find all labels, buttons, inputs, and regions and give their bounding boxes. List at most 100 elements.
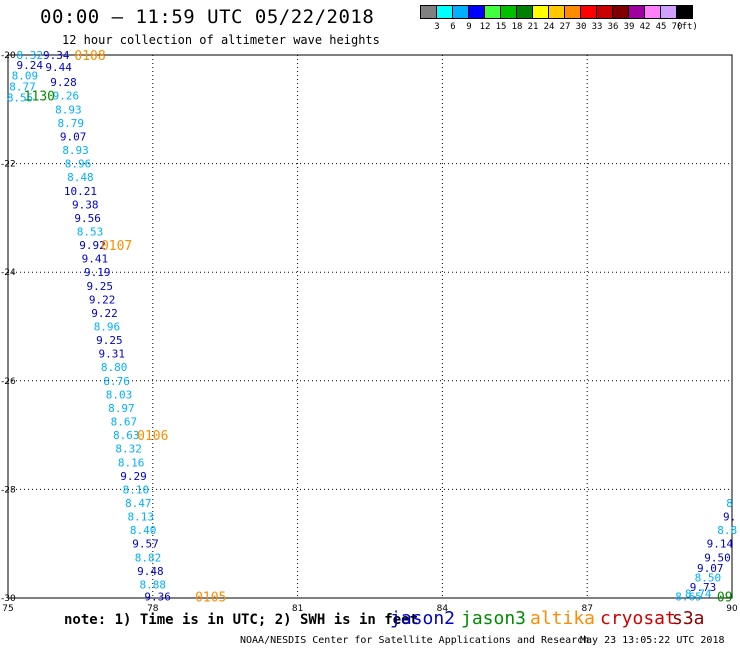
wave-height-label: 8.80 xyxy=(101,361,128,374)
wave-height-label: 9.29 xyxy=(120,470,147,483)
satellite-label-altika: altika xyxy=(530,608,596,629)
wave-height-label: 8.03 xyxy=(106,388,133,401)
plot-frame xyxy=(7,54,733,599)
wave-height-label: 9.73 xyxy=(690,581,717,594)
wave-height-label: 9.31 xyxy=(99,348,126,361)
legend-label: 33 xyxy=(591,22,603,32)
x-tick-label: 78 xyxy=(147,604,159,614)
wave-height-label: 8.79 xyxy=(57,117,84,130)
wave-height-label: 9.24 xyxy=(16,59,43,72)
wave-height-label: 8.32 xyxy=(115,443,142,456)
wave-height-label: 8.77 xyxy=(9,80,36,93)
wave-height-label: 8 xyxy=(726,497,733,510)
wave-height-label: 8.53 xyxy=(77,225,104,238)
wave-height-label: 8.82 xyxy=(135,551,162,564)
wave-height-label: 8.50 xyxy=(695,571,722,584)
x-tick-label: 84 xyxy=(437,604,449,614)
wave-height-label: 9.48 xyxy=(137,565,164,578)
wave-height-label: 8.40 xyxy=(130,524,157,537)
wave-height-label: 8.96 xyxy=(94,321,121,334)
wave-height-label: 8.65 xyxy=(675,590,702,603)
legend-label: 24 xyxy=(543,22,555,32)
wave-height-label: 9.92 xyxy=(79,239,106,252)
legend-unit: (ft) xyxy=(676,22,698,32)
wave-height-label: 9.36 xyxy=(144,590,171,603)
satellite-label-jason2: jason2 xyxy=(390,608,456,629)
wave-height-label: 9.56 xyxy=(74,212,101,225)
wave-height-label: 9.07 xyxy=(60,130,87,143)
page-subtitle: 12 hour collection of altimeter wave hei… xyxy=(62,33,380,47)
wave-height-label: 9.22 xyxy=(89,293,116,306)
wave-height-label: 8.55 xyxy=(7,91,34,104)
footer-note: note: 1) Time is in UTC; 2) SWH is in fe… xyxy=(64,612,419,628)
credit-text: NOAA/NESDIS Center for Satellite Applica… xyxy=(240,635,590,646)
color-scale-legend xyxy=(420,5,693,19)
wave-height-label: 8.93 xyxy=(62,144,89,157)
wave-height-label: 8.67 xyxy=(111,416,138,429)
wave-height-label: 8.88 xyxy=(140,578,167,591)
wave-height-label: 8.8 xyxy=(717,524,737,537)
wave-height-label: 9.57 xyxy=(132,538,159,551)
legend-label: 27 xyxy=(559,22,571,32)
time-label: 0107 xyxy=(101,239,132,254)
time-label: 0108 xyxy=(74,49,105,64)
legend-label: 30 xyxy=(575,22,587,32)
wave-height-label: 8.32 xyxy=(16,49,43,62)
wave-height-label: 9.25 xyxy=(96,334,123,347)
y-tick-label: -24 xyxy=(1,268,16,278)
legend-label: 3 xyxy=(434,22,440,32)
wave-height-label: 9.44 xyxy=(45,61,72,74)
time-label: 0106 xyxy=(137,429,168,444)
wave-height-label: 8.48 xyxy=(67,171,94,184)
x-tick-label: 75 xyxy=(2,604,13,614)
legend-label: 12 xyxy=(479,22,491,32)
legend-label: 36 xyxy=(607,22,619,32)
y-tick-label: -26 xyxy=(1,377,16,387)
legend-label: 39 xyxy=(623,22,635,32)
wave-height-label: 8.97 xyxy=(108,402,135,415)
wave-height-label: 8.74 xyxy=(685,588,712,601)
wave-height-label: 9.34 xyxy=(43,49,70,62)
page-title: 00:00 – 11:59 UTC 05/22/2018 xyxy=(40,6,375,28)
wave-height-label: 9.26 xyxy=(53,90,80,103)
wave-height-label: 9.25 xyxy=(86,280,113,293)
wave-height-label: 9.07 xyxy=(697,562,724,575)
legend-label: 15 xyxy=(495,22,507,32)
wave-height-label: 9.28 xyxy=(50,76,77,89)
x-tick-label: 90 xyxy=(726,604,738,614)
wave-height-label: 8.96 xyxy=(65,158,92,171)
wave-height-label: 9.38 xyxy=(72,198,99,211)
wave-height-label: 8.16 xyxy=(118,456,145,469)
wave-height-label: 8.63 xyxy=(113,429,140,442)
wave-height-label: 8.93 xyxy=(55,103,82,116)
wave-height-label: 9.14 xyxy=(707,538,734,551)
y-tick-label: -22 xyxy=(1,160,16,170)
legend-label: 9 xyxy=(466,22,472,32)
legend-label: 21 xyxy=(527,22,539,32)
wave-height-label: 10.21 xyxy=(64,185,97,198)
wave-height-label: 9.19 xyxy=(84,266,111,279)
y-tick-label: -28 xyxy=(1,485,16,495)
satellite-label-jason3: jason3 xyxy=(461,608,527,629)
x-tick-label: 81 xyxy=(292,604,303,614)
wave-height-label: 9.41 xyxy=(82,253,109,266)
time-label: 09 xyxy=(717,590,733,605)
time-label: 0105 xyxy=(195,590,226,605)
wave-height-label: 9.50 xyxy=(704,551,731,564)
satellite-label-cryosat: cryosat xyxy=(600,608,676,629)
y-tick-label: -30 xyxy=(1,594,16,604)
wave-height-label: 8.09 xyxy=(12,70,39,83)
legend-label: 45 xyxy=(655,22,667,32)
legend-swatch xyxy=(676,5,693,19)
wave-height-label: 9.22 xyxy=(91,307,118,320)
wave-height-label: 8.47 xyxy=(125,497,152,510)
legend-label: 6 xyxy=(450,22,456,32)
y-tick-label: -20 xyxy=(1,51,16,61)
legend-label: 42 xyxy=(639,22,651,32)
legend-label: 18 xyxy=(511,22,523,32)
wave-height-label: 8.10 xyxy=(123,483,150,496)
wave-height-label: 9. xyxy=(723,511,736,524)
time-label: 1130 xyxy=(24,90,55,105)
wave-height-label: 8.13 xyxy=(127,511,154,524)
